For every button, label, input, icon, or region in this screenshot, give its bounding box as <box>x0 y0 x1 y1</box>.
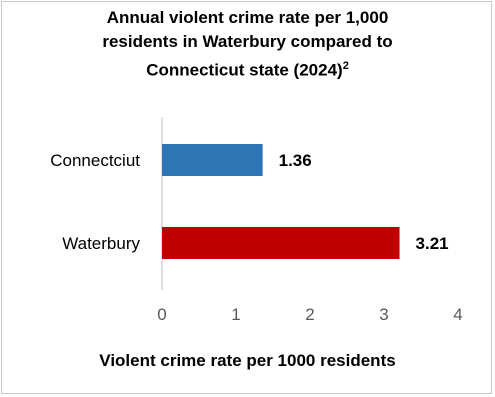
x-tick-label: 4 <box>453 305 462 324</box>
data-label-connectciut: 1.36 <box>279 151 312 170</box>
bar-connectciut <box>162 144 263 176</box>
x-tick-label: 1 <box>231 305 240 324</box>
data-label-waterbury: 3.21 <box>416 234 449 253</box>
bar-waterbury <box>162 227 400 259</box>
category-label-waterbury: Waterbury <box>62 234 140 253</box>
chart-title-line-3: Connecticut state (2024)2 <box>0 54 495 83</box>
chart-title-footnote: 2 <box>342 60 349 72</box>
chart-title-line-3-text: Connecticut state (2024) <box>146 60 343 80</box>
chart-title: Annual violent crime rate per 1,000 resi… <box>0 6 495 83</box>
chart-title-line-2: residents in Waterbury compared to <box>102 32 393 51</box>
category-label-connectciut: Connectciut <box>50 151 140 170</box>
x-axis-label: Violent crime rate per 1000 residents <box>99 351 396 370</box>
x-tick-label: 0 <box>157 305 166 324</box>
x-tick-label: 3 <box>379 305 388 324</box>
chart-title-line-1: Annual violent crime rate per 1,000 <box>106 8 389 27</box>
x-tick-label: 2 <box>305 305 314 324</box>
